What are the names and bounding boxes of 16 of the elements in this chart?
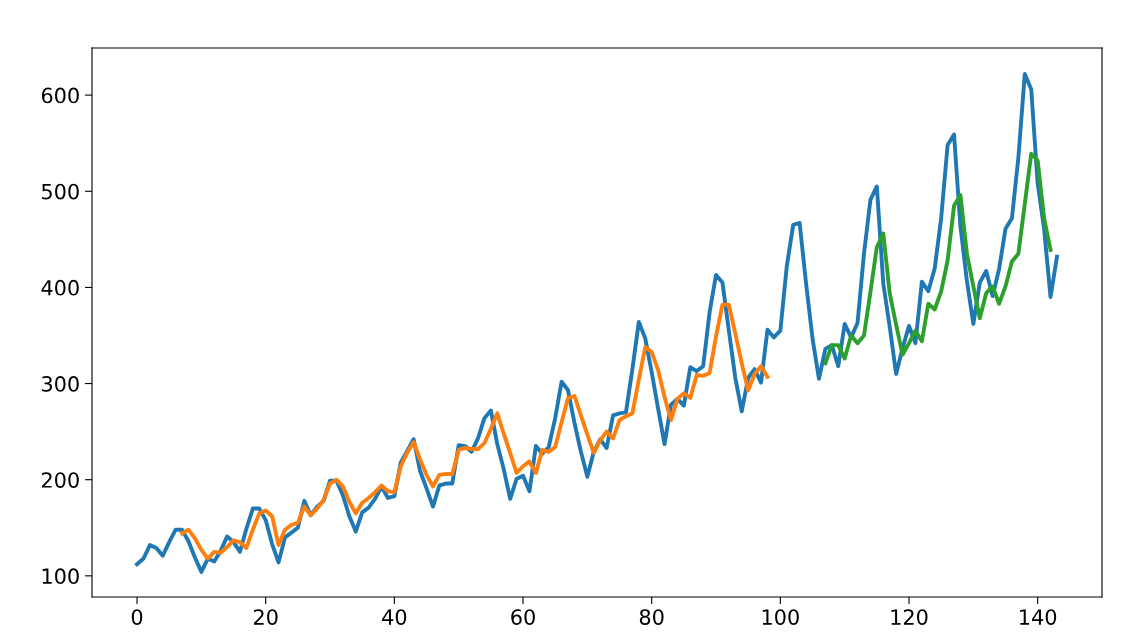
y-tick-label: 600 (41, 87, 79, 104)
x-tick-label: 0 (131, 609, 143, 625)
y-tick-label: 500 (42, 183, 79, 200)
line-series (180, 302, 770, 561)
x-tick-label: 20 (253, 609, 278, 625)
y-tick-label: 100 (42, 568, 79, 585)
y-tick-label: 400 (41, 279, 79, 296)
y-tick-label: 200 (41, 472, 79, 488)
x-tick-label: 120 (891, 609, 928, 625)
x-tick-label: 100 (762, 609, 799, 625)
x-tick-label: 40 (382, 609, 407, 625)
x-tick-label: 80 (639, 609, 664, 625)
x-tick-label: 140 (1020, 609, 1057, 625)
line-series (823, 151, 1053, 366)
x-tick-label: 60 (511, 609, 535, 625)
y-tick-label: 300 (42, 376, 79, 392)
